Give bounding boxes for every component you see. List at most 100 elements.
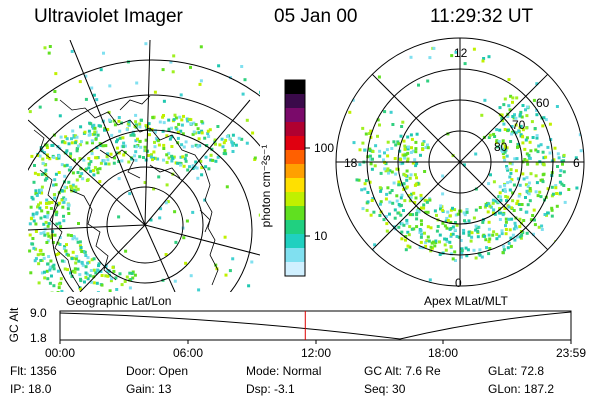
- aurora-pixel: [63, 141, 67, 145]
- aurora-pixel: [111, 265, 115, 269]
- aurora-pixel: [463, 219, 466, 223]
- aurora-pixel: [29, 271, 33, 275]
- aurora-pixel: [166, 200, 170, 204]
- aurora-pixel: [524, 138, 528, 142]
- aurora-pixel: [36, 173, 40, 177]
- aurora-pixel: [108, 118, 111, 122]
- aurora-pixel: [415, 217, 419, 221]
- aurora-pixel: [555, 192, 559, 195]
- aurora-pixel: [153, 90, 157, 94]
- aurora-pixel: [474, 228, 478, 232]
- aurora-pixel: [134, 123, 138, 127]
- aurora-pixel: [477, 252, 481, 256]
- aurora-pixel: [178, 161, 182, 165]
- aurora-pixel: [138, 155, 142, 159]
- aurora-pixel: [368, 180, 372, 184]
- aurora-pixel: [441, 192, 445, 196]
- aurora-pixel: [521, 172, 525, 176]
- aurora-pixel: [171, 70, 175, 74]
- meridian-line: [144, 40, 151, 226]
- aurora-pixel: [511, 233, 515, 237]
- aurora-pixel: [419, 196, 423, 200]
- aurora-pixel: [488, 133, 492, 137]
- mlt-label-0: 0: [455, 276, 462, 290]
- aurora-pixel: [53, 90, 57, 93]
- aurora-pixel: [224, 138, 228, 142]
- aurora-pixel: [67, 180, 71, 184]
- aurora-pixel: [371, 197, 375, 200]
- aurora-pixel: [53, 196, 57, 200]
- aurora-pixel: [368, 132, 372, 135]
- aurora-pixel: [421, 142, 425, 146]
- aurora-pixel: [522, 219, 526, 222]
- aurora-pixel: [184, 261, 188, 265]
- aurora-pixel: [156, 157, 160, 161]
- aurora-pixel: [34, 247, 38, 251]
- aurora-pixel: [30, 154, 34, 158]
- aurora-pixel: [533, 218, 536, 222]
- aurora-pixel: [385, 222, 389, 226]
- aurora-pixel: [71, 183, 75, 187]
- aurora-pixel: [92, 123, 96, 127]
- aurora-pixel: [505, 199, 508, 203]
- aurora-pixel: [199, 79, 203, 83]
- aurora-pixel: [123, 280, 127, 283]
- aurora-pixel: [535, 181, 539, 185]
- aurora-pixel: [133, 154, 137, 158]
- aurora-pixel: [170, 126, 173, 130]
- aurora-pixel: [374, 144, 378, 148]
- aurora-pixel: [108, 289, 112, 292]
- aurora-pixel: [554, 186, 558, 190]
- aurora-pixel: [87, 166, 91, 170]
- aurora-pixel: [449, 234, 453, 238]
- aurora-pixel: [103, 128, 106, 132]
- aurora-pixel: [176, 136, 180, 140]
- aurora-pixel: [449, 245, 453, 249]
- aurora-pixel: [501, 213, 505, 217]
- aurora-pixel: [71, 171, 75, 175]
- aurora-pixel: [548, 151, 552, 155]
- aurora-pixel: [391, 201, 395, 205]
- aurora-pixel: [562, 159, 566, 163]
- aurora-pixel: [340, 44, 343, 48]
- aurora-pixel: [54, 213, 58, 217]
- aurora-pixel: [413, 173, 417, 177]
- aurora-pixel: [414, 182, 418, 186]
- aurora-pixel: [470, 235, 474, 239]
- aurora-pixel: [480, 113, 484, 117]
- aurora-pixel: [29, 205, 33, 209]
- aurora-pixel: [37, 262, 41, 266]
- aurora-pixel: [95, 167, 99, 171]
- aurora-pixel: [167, 127, 171, 131]
- aurora-pixel: [369, 129, 373, 133]
- aurora-pixel: [39, 259, 43, 262]
- aurora-pixel: [559, 169, 563, 173]
- aurora-pixel: [509, 244, 513, 248]
- aurora-pixel: [544, 118, 548, 122]
- aurora-pixel: [574, 156, 578, 160]
- aurora-pixel: [87, 162, 91, 166]
- colorbar-gradient: [285, 80, 305, 277]
- aurora-pixel: [81, 177, 85, 181]
- aurora-pixel: [64, 135, 68, 139]
- aurora-pixel: [76, 144, 80, 148]
- aurora-pixel: [73, 158, 76, 162]
- aurora-pixel: [43, 276, 47, 280]
- aurora-pixel: [488, 204, 492, 208]
- aurora-pixel: [45, 202, 48, 205]
- aurora-pixel: [397, 203, 401, 206]
- aurora-pixel: [383, 110, 387, 114]
- aurora-pixel: [389, 110, 393, 114]
- aurora-pixel: [509, 171, 513, 175]
- aurora-pixel: [72, 135, 76, 139]
- aurora-pixel: [75, 149, 79, 153]
- aurora-pixel: [446, 132, 450, 136]
- aurora-pixel: [419, 193, 423, 197]
- aurora-pixel: [414, 150, 418, 154]
- right-panel-caption: Apex MLat/MLT: [424, 294, 508, 308]
- aurora-pixel: [57, 286, 61, 290]
- aurora-pixel: [508, 228, 512, 232]
- aurora-pixel: [48, 45, 52, 48]
- aurora-pixel: [96, 269, 100, 273]
- aurora-pixel: [54, 98, 58, 102]
